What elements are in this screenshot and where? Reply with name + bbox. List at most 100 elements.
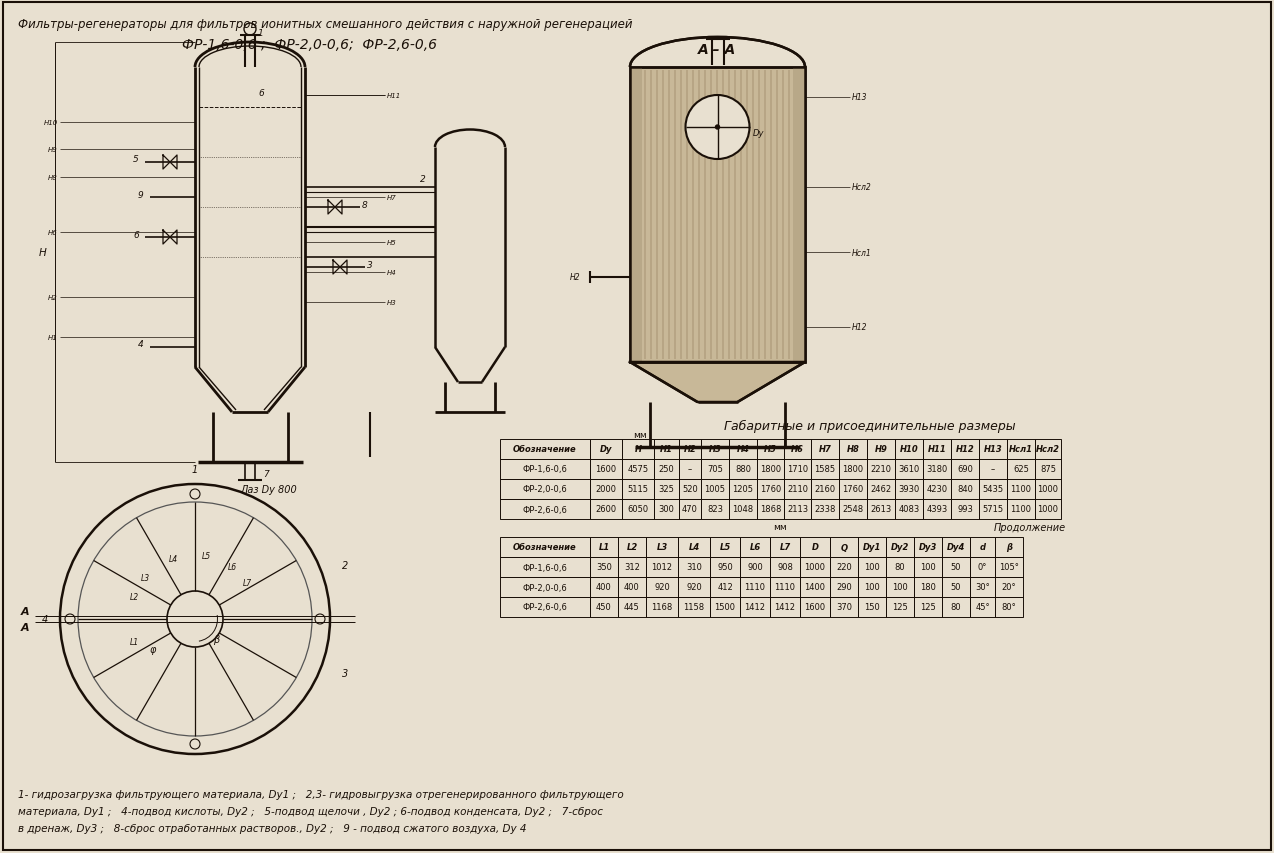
Bar: [829, 557, 857, 577]
Bar: [970, 537, 995, 557]
Text: H13: H13: [984, 445, 1003, 454]
Text: H13: H13: [852, 93, 868, 102]
Bar: [950, 499, 978, 519]
Bar: [757, 499, 784, 519]
Text: 312: 312: [624, 563, 640, 572]
Text: L4: L4: [168, 554, 177, 563]
Text: 5715: 5715: [982, 505, 1004, 514]
Bar: [710, 557, 740, 577]
Text: 4393: 4393: [926, 505, 948, 514]
Bar: [840, 479, 868, 499]
Text: 1000: 1000: [804, 563, 826, 572]
Text: Лаз Dy 800: Лаз Dy 800: [240, 485, 297, 495]
Bar: [922, 479, 950, 499]
Bar: [622, 439, 654, 460]
Bar: [757, 439, 784, 460]
Text: H5: H5: [764, 445, 777, 454]
Text: 105°: 105°: [999, 563, 1019, 572]
Text: H6: H6: [48, 229, 59, 235]
Bar: [729, 479, 757, 499]
Text: 5115: 5115: [628, 485, 648, 494]
Text: Dy1: Dy1: [862, 543, 882, 552]
Bar: [646, 557, 678, 577]
Bar: [590, 499, 622, 519]
Text: Обозначение: Обозначение: [513, 543, 577, 552]
Bar: [913, 537, 941, 557]
Bar: [840, 499, 868, 519]
Bar: [769, 597, 800, 618]
Bar: [740, 537, 769, 557]
Text: в дренаж, Dy3 ;   8-сброс отработанных растворов., Dy2 ;   9 - подвод сжатого во: в дренаж, Dy3 ; 8-сброс отработанных рас…: [18, 823, 526, 833]
Text: 1710: 1710: [787, 465, 808, 474]
Text: Нсл1: Нсл1: [852, 248, 871, 258]
Text: 2160: 2160: [814, 485, 836, 494]
Text: 1: 1: [192, 464, 199, 474]
Bar: [978, 460, 1006, 479]
Bar: [622, 479, 654, 499]
Bar: [812, 439, 840, 460]
Bar: [646, 537, 678, 557]
Bar: [499, 597, 590, 618]
Bar: [995, 537, 1023, 557]
Bar: [913, 577, 941, 597]
Text: 993: 993: [957, 505, 973, 514]
Bar: [857, 597, 885, 618]
Text: А – А: А – А: [698, 43, 736, 57]
Text: H7: H7: [819, 445, 832, 454]
Bar: [896, 439, 922, 460]
Text: A: A: [20, 623, 29, 632]
Bar: [757, 460, 784, 479]
Bar: [950, 479, 978, 499]
Text: 3930: 3930: [898, 485, 920, 494]
Text: 823: 823: [707, 505, 724, 514]
Text: материала, Dy1 ;   4-подвод кислоты, Dy2 ;   5-подвод щелочи , Dy2 ; 6-подвод ко: материала, Dy1 ; 4-подвод кислоты, Dy2 ;…: [18, 806, 603, 816]
Text: 2210: 2210: [870, 465, 892, 474]
Bar: [618, 557, 646, 577]
Text: мм: мм: [773, 523, 787, 532]
Text: Фильтры-регенераторы для фильтров ионитных смешанного действия с наружной регене: Фильтры-регенераторы для фильтров ионитн…: [18, 18, 632, 31]
Bar: [829, 537, 857, 557]
Text: L1: L1: [599, 543, 610, 552]
Bar: [710, 577, 740, 597]
Bar: [678, 577, 710, 597]
Text: 520: 520: [682, 485, 698, 494]
Bar: [710, 537, 740, 557]
Text: 100: 100: [864, 583, 880, 592]
Bar: [1034, 460, 1061, 479]
Text: 1100: 1100: [1010, 485, 1032, 494]
Text: –: –: [688, 465, 692, 474]
Text: 370: 370: [836, 603, 852, 612]
Bar: [590, 439, 622, 460]
Text: 4083: 4083: [898, 505, 920, 514]
Text: мм: мм: [633, 431, 647, 440]
Bar: [792, 68, 805, 363]
Text: H3: H3: [708, 445, 721, 454]
Bar: [729, 499, 757, 519]
Bar: [950, 439, 978, 460]
Bar: [679, 460, 701, 479]
Text: 7: 7: [262, 470, 269, 479]
Bar: [729, 439, 757, 460]
Text: 125: 125: [892, 603, 908, 612]
Bar: [978, 439, 1006, 460]
Text: 1168: 1168: [651, 603, 673, 612]
Bar: [812, 460, 840, 479]
Text: 350: 350: [596, 563, 612, 572]
Text: L7: L7: [780, 543, 791, 552]
Text: ФР-2,0-0,6: ФР-2,0-0,6: [522, 583, 567, 592]
Text: 3: 3: [367, 260, 373, 270]
Bar: [784, 460, 812, 479]
Bar: [678, 597, 710, 618]
Text: H4: H4: [736, 445, 749, 454]
Text: Нсл1: Нсл1: [1009, 445, 1033, 454]
Text: H1: H1: [660, 445, 673, 454]
Text: 2113: 2113: [787, 505, 808, 514]
Bar: [1034, 499, 1061, 519]
Bar: [618, 537, 646, 557]
Text: L5: L5: [720, 543, 730, 552]
Text: 1000: 1000: [1037, 505, 1059, 514]
Text: H: H: [39, 247, 47, 258]
Text: Габаритные и присоединительные размеры: Габаритные и присоединительные размеры: [724, 419, 1015, 432]
Bar: [857, 537, 885, 557]
Text: 4: 4: [42, 614, 48, 624]
